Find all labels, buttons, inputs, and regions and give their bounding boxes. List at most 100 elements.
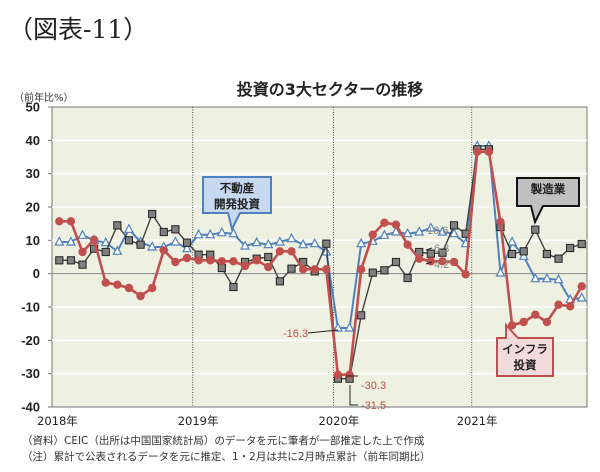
data-label: 10.6 bbox=[427, 225, 448, 237]
data-point bbox=[356, 265, 366, 274]
x-tick-label: 2018年 bbox=[37, 414, 78, 428]
data-point bbox=[264, 252, 273, 262]
data-point bbox=[368, 268, 377, 277]
data-point bbox=[193, 228, 204, 239]
data-point bbox=[565, 302, 575, 311]
data-point bbox=[414, 226, 425, 236]
legend-label: 投資 bbox=[514, 358, 537, 372]
figure-label: （図表-11） bbox=[8, 15, 149, 44]
data-point bbox=[309, 237, 320, 248]
chart-title: 投資の3大セクターの推移 bbox=[236, 80, 424, 99]
callout-box bbox=[516, 177, 580, 225]
data-point bbox=[438, 257, 447, 266]
data-point bbox=[577, 239, 586, 249]
data-point bbox=[461, 270, 470, 279]
data-point bbox=[507, 321, 517, 330]
data-point bbox=[298, 265, 308, 274]
data-point bbox=[101, 278, 110, 287]
data-point bbox=[507, 236, 518, 246]
data-point bbox=[147, 241, 158, 251]
data-point bbox=[333, 370, 343, 379]
data-point bbox=[136, 291, 145, 301]
y-tick-label: 0 bbox=[33, 266, 40, 281]
y-tick-label: -10 bbox=[21, 300, 40, 315]
y-tick-label: 10 bbox=[26, 233, 40, 248]
data-point bbox=[541, 272, 552, 283]
data-point bbox=[264, 262, 273, 272]
data-point bbox=[240, 261, 250, 271]
data-point bbox=[275, 277, 284, 286]
data-point bbox=[554, 254, 563, 263]
data-point bbox=[66, 256, 76, 265]
data-point bbox=[531, 310, 540, 319]
data-point bbox=[415, 254, 424, 263]
data-label: -16.3 bbox=[283, 328, 308, 340]
data-point bbox=[124, 283, 134, 293]
data-point bbox=[390, 226, 401, 236]
data-point bbox=[519, 317, 528, 327]
data-point bbox=[136, 240, 145, 249]
label-leader-line bbox=[425, 261, 433, 265]
data-point bbox=[66, 217, 76, 226]
data-point bbox=[380, 218, 389, 227]
data-point bbox=[530, 272, 541, 283]
legend-label: インフラ bbox=[502, 342, 548, 356]
label-leader-line bbox=[425, 247, 433, 251]
data-point bbox=[252, 256, 261, 265]
callout-box bbox=[202, 176, 272, 232]
data-point bbox=[147, 283, 157, 293]
y-axis-unit: （前年比%） bbox=[14, 93, 74, 104]
series-circle bbox=[55, 147, 586, 379]
data-point bbox=[228, 227, 239, 238]
data-point bbox=[449, 227, 460, 238]
data-label: -31.5 bbox=[361, 400, 386, 412]
y-tick-label: -20 bbox=[21, 333, 40, 348]
data-point bbox=[274, 236, 285, 246]
x-tick-label: 2021年 bbox=[457, 414, 498, 428]
data-point bbox=[182, 238, 192, 247]
data-point bbox=[531, 225, 540, 234]
data-label: 4.2 bbox=[434, 259, 449, 271]
series-line bbox=[59, 150, 583, 377]
data-point bbox=[275, 247, 285, 256]
footnote: （注）累計で公表されるデータを元に推定、1・2月は共に2月時点累計（前年同期比） bbox=[22, 451, 431, 463]
data-point bbox=[171, 257, 180, 267]
data-point bbox=[344, 322, 355, 332]
data-point bbox=[332, 322, 343, 332]
data-point bbox=[496, 217, 505, 227]
data-point bbox=[55, 256, 64, 265]
data-point bbox=[542, 317, 552, 327]
data-point bbox=[148, 209, 157, 219]
data-point bbox=[55, 217, 64, 226]
data-point bbox=[286, 232, 297, 243]
legend-label: 製造業 bbox=[530, 182, 566, 196]
data-point bbox=[391, 220, 401, 229]
data-point bbox=[229, 257, 238, 266]
data-point bbox=[518, 250, 529, 260]
data-point bbox=[322, 265, 331, 274]
data-point bbox=[194, 256, 203, 265]
data-point bbox=[205, 228, 216, 239]
data-point bbox=[507, 249, 517, 259]
data-point bbox=[356, 237, 367, 248]
data-point bbox=[182, 242, 193, 253]
data-point bbox=[159, 227, 168, 237]
data-point bbox=[484, 147, 494, 156]
data-point bbox=[495, 267, 506, 277]
data-point bbox=[345, 370, 354, 379]
data-point bbox=[449, 257, 459, 267]
data-point bbox=[473, 147, 482, 156]
data-point bbox=[229, 282, 238, 292]
data-point bbox=[554, 300, 563, 309]
data-point bbox=[65, 236, 76, 246]
data-point bbox=[368, 230, 377, 239]
legend-label: 不動産 bbox=[220, 181, 255, 195]
label-leader-line bbox=[349, 385, 358, 406]
y-tick-label: -30 bbox=[21, 366, 40, 381]
x-tick-label: 2019年 bbox=[178, 414, 219, 428]
y-tick-label: -40 bbox=[21, 400, 40, 415]
data-point bbox=[287, 264, 296, 273]
data-point bbox=[77, 229, 88, 239]
